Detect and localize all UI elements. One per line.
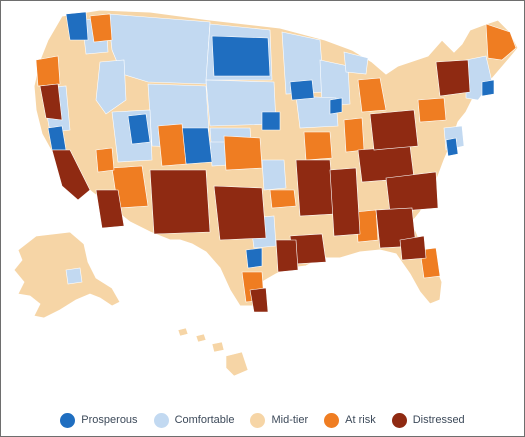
region-oregon-west <box>35 55 61 87</box>
region-kansas-east <box>261 159 287 191</box>
us-county-distress-map <box>13 9 519 377</box>
region-california-central <box>51 149 91 201</box>
region-pennsylvania <box>417 97 447 123</box>
legend: Prosperous Comfortable Mid-tier At risk … <box>0 409 525 431</box>
legend-item-at-risk: At risk <box>324 412 376 428</box>
region-missouri-west <box>303 131 333 161</box>
region-south-georgia <box>399 235 427 261</box>
region-texas-rio <box>249 287 269 313</box>
region-arkansas <box>295 159 335 217</box>
hawaii-kauai <box>177 327 189 337</box>
alaska-anchorage <box>65 267 83 285</box>
region-texas-austin <box>245 247 263 269</box>
region-oregon-south <box>39 83 63 121</box>
region-north-dakota-west <box>211 35 271 77</box>
legend-item-mid-tier: Mid-tier <box>250 412 309 428</box>
region-indiana <box>343 117 365 153</box>
hawaii <box>177 327 249 377</box>
distressed-regions <box>39 59 471 313</box>
swatch-comfortable <box>153 412 169 428</box>
swatch-at-risk <box>324 412 340 428</box>
region-colorado-front <box>181 127 213 165</box>
swatch-mid-tier <box>250 412 266 428</box>
region-iowa-dsm <box>261 111 281 131</box>
region-oklahoma-south <box>213 185 267 241</box>
hawaii-big-island <box>225 351 249 377</box>
legend-label-prosperous: Prosperous <box>81 414 138 426</box>
region-oklahoma-north <box>269 189 297 209</box>
region-michigan-sw <box>329 97 343 115</box>
region-new-mexico <box>149 169 211 235</box>
region-idaho-north <box>89 13 113 43</box>
legend-label-at-risk: At risk <box>345 414 376 426</box>
region-michigan-north <box>357 77 387 113</box>
swatch-prosperous <box>60 412 76 428</box>
region-texas-east <box>275 239 299 273</box>
at-risk-regions <box>35 13 517 303</box>
region-carolinas <box>385 171 439 213</box>
region-mississippi <box>329 167 361 237</box>
region-iowa-east <box>295 95 339 129</box>
alaska <box>13 231 121 319</box>
hawaii-maui <box>211 341 225 353</box>
region-idaho-south <box>95 59 127 115</box>
region-arizona-west <box>95 189 125 229</box>
legend-item-prosperous: Prosperous <box>60 412 138 428</box>
region-washington-puget <box>65 11 89 41</box>
hawaii-oahu <box>195 333 207 343</box>
region-maine <box>485 23 517 61</box>
swatch-distressed <box>391 412 407 428</box>
region-dc <box>445 137 459 157</box>
region-wisconsin <box>319 59 351 107</box>
region-nevada-south <box>95 147 115 173</box>
legend-label-distressed: Distressed <box>412 414 465 426</box>
region-montana <box>107 13 211 85</box>
region-boston <box>481 79 495 97</box>
legend-item-distressed: Distressed <box>391 412 465 428</box>
region-ohio-wv <box>369 109 419 151</box>
legend-item-comfortable: Comfortable <box>153 412 235 428</box>
region-minnesota-twin <box>289 79 315 101</box>
region-kansas-west <box>223 135 263 171</box>
region-michigan-up <box>343 51 369 75</box>
region-new-york <box>435 59 471 97</box>
region-colorado-west <box>157 123 187 167</box>
region-utah-wasatch <box>127 113 151 145</box>
legend-label-mid-tier: Mid-tier <box>271 414 309 426</box>
legend-label-comfortable: Comfortable <box>174 414 235 426</box>
